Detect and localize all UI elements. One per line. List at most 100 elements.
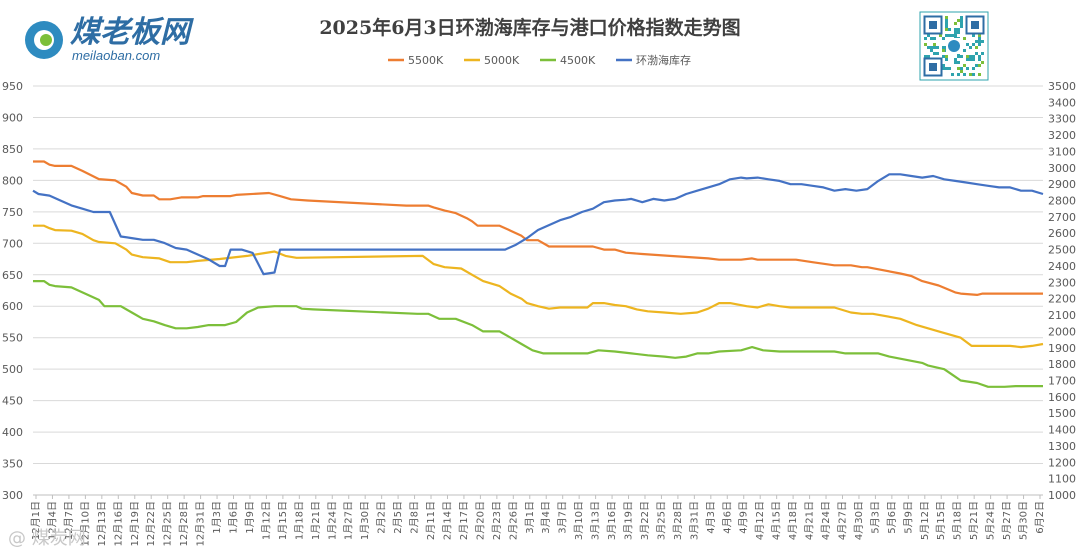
x-tick-label: 4月21日	[804, 501, 816, 540]
x-tick-label: 2月11日	[425, 501, 437, 540]
x-tick-label: 3月16日	[606, 501, 618, 540]
series-line-5500K	[33, 160, 1043, 296]
right-tick-label: 1700	[1048, 374, 1076, 387]
logo[interactable]: 煤老板网 meilaoban.com	[25, 15, 194, 63]
left-tick-label: 950	[2, 80, 23, 93]
right-tick-label: 3200	[1048, 129, 1076, 142]
right-tick-label: 2500	[1048, 244, 1076, 257]
left-tick-label: 300	[2, 489, 23, 502]
x-tick-label: 4月3日	[705, 501, 717, 534]
x-tick-label: 1月6日	[228, 501, 240, 534]
x-tick-label: 1月18日	[293, 501, 305, 540]
right-tick-label: 1500	[1048, 407, 1076, 420]
left-tick-label: 700	[2, 237, 23, 250]
series-line-环渤海库存	[32, 173, 1044, 276]
right-tick-label: 2700	[1048, 211, 1076, 224]
x-tick-label: 5月21日	[968, 501, 980, 540]
x-axis: 12月1日 12月4日 12月7日 12月10日 12月13日 12月16日 12月19日 1…	[30, 494, 1046, 546]
right-tick-label: 1400	[1048, 424, 1076, 437]
legend-label: 5500K	[408, 54, 444, 67]
x-tick-label: 12月25日	[162, 501, 174, 546]
x-tick-label: 3月7日	[557, 501, 569, 534]
x-tick-label: 4月12日	[754, 501, 766, 540]
right-tick-label: 2000	[1048, 325, 1076, 338]
x-tick-label: 3月10日	[573, 501, 585, 540]
x-tick-label: 2月5日	[392, 501, 404, 534]
x-tick-label: 2月14日	[441, 501, 453, 540]
x-tick-label: 4月30日	[853, 501, 865, 540]
watermark: @ 煤炭网	[8, 528, 86, 549]
right-axis: 1000 1100 1200 1300 1400 1500 1600 1700 1800 1900…	[1048, 80, 1076, 502]
right-tick-label: 1900	[1048, 342, 1076, 355]
left-tick-label: 350	[2, 458, 23, 471]
x-tick-label: 12月19日	[129, 501, 141, 546]
x-tick-label: 12月28日	[178, 501, 190, 546]
x-tick-label: 2月8日	[409, 501, 421, 534]
logo-domain: meilaoban.com	[72, 48, 160, 63]
left-tick-label: 850	[2, 143, 23, 156]
x-tick-label: 12月16日	[112, 501, 124, 546]
qr-code	[919, 11, 989, 81]
right-tick-label: 2200	[1048, 293, 1076, 306]
x-tick-label: 3月13日	[590, 501, 602, 540]
right-tick-label: 2100	[1048, 309, 1076, 322]
right-tick-label: 3000	[1048, 162, 1076, 175]
x-tick-label: 1月30日	[359, 501, 371, 540]
x-tick-label: 4月9日	[738, 501, 750, 534]
right-tick-label: 1200	[1048, 456, 1076, 469]
x-tick-label: 3月19日	[623, 501, 635, 540]
right-tick-label: 3300	[1048, 113, 1076, 126]
x-tick-label: 6月2日	[1034, 501, 1046, 534]
x-tick-label: 1月15日	[277, 501, 289, 540]
right-tick-label: 2600	[1048, 227, 1076, 240]
x-tick-label: 12月4日	[46, 501, 58, 540]
right-tick-label: 3500	[1048, 80, 1076, 93]
left-tick-label: 900	[2, 111, 23, 124]
x-tick-label: 5月18日	[952, 501, 964, 540]
left-tick-label: 650	[2, 269, 23, 282]
right-tick-label: 1100	[1048, 473, 1076, 486]
right-tick-label: 1800	[1048, 358, 1076, 371]
x-tick-label: 5月12日	[919, 501, 931, 540]
x-tick-label: 3月28日	[672, 501, 684, 540]
legend-label: 5000K	[484, 54, 520, 67]
right-tick-label: 1300	[1048, 440, 1076, 453]
left-tick-label: 800	[2, 174, 23, 187]
right-tick-label: 2900	[1048, 178, 1076, 191]
x-tick-label: 3月31日	[688, 501, 700, 540]
x-tick-label: 12月1日	[30, 501, 42, 540]
legend-label: 环渤海库存	[636, 53, 691, 67]
logo-name: 煤老板网	[70, 15, 194, 50]
x-tick-label: 4月24日	[820, 501, 832, 540]
x-tick-label: 3月22日	[639, 501, 651, 540]
x-tick-label: 3月4日	[540, 501, 552, 534]
left-tick-label: 600	[2, 300, 23, 313]
x-tick-label: 2月23日	[491, 501, 503, 540]
x-tick-label: 4月18日	[787, 501, 799, 540]
x-tick-label: 12月31日	[195, 501, 207, 546]
x-tick-label: 1月9日	[244, 501, 256, 534]
series-line-5000K	[33, 224, 1044, 349]
x-tick-label: 4月15日	[771, 501, 783, 540]
series-group	[32, 160, 1044, 388]
right-tick-label: 2800	[1048, 195, 1076, 208]
x-tick-label: 12月7日	[63, 501, 75, 540]
right-tick-label: 2400	[1048, 260, 1076, 273]
left-tick-label: 550	[2, 332, 23, 345]
x-tick-label: 5月6日	[886, 501, 898, 534]
x-tick-label: 2月2日	[376, 501, 388, 534]
x-tick-label: 1月24日	[326, 501, 338, 540]
x-tick-label: 2月26日	[507, 501, 519, 540]
right-tick-label: 3400	[1048, 96, 1076, 109]
x-tick-label: 12月10日	[79, 501, 91, 546]
left-tick-label: 450	[2, 395, 23, 408]
left-tick-label: 400	[2, 426, 23, 439]
left-axis: 300 350 400 450 500 550 600 650 700 750 800 850 900 9…	[2, 80, 23, 502]
x-tick-label: 1月3日	[211, 501, 223, 534]
right-tick-label: 1000	[1048, 489, 1076, 502]
x-tick-label: 2月17日	[458, 501, 470, 540]
x-tick-label: 12月22日	[145, 501, 157, 546]
right-tick-label: 1600	[1048, 391, 1076, 404]
x-tick-label: 5月27日	[1001, 501, 1013, 540]
